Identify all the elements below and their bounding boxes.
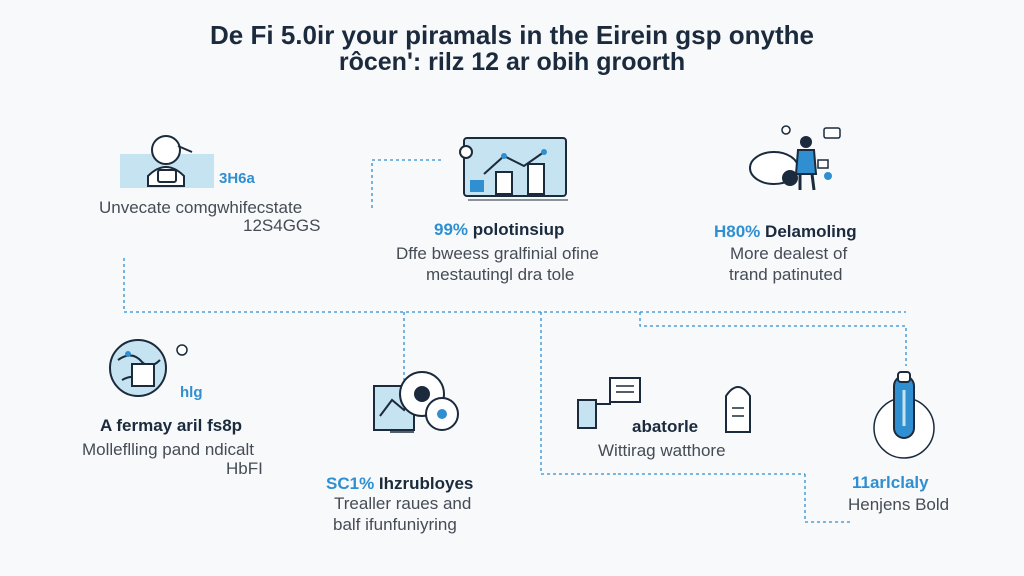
node-bottom-left-heading: A fermay aril fs8p	[100, 416, 243, 435]
node-bottom-middle-right-line1: Wittirag watthore	[598, 441, 726, 460]
node-top-left-line1: Unvecate comgwhifecstate	[99, 198, 303, 217]
node-top-right-line1: More dealest of	[730, 244, 848, 263]
heading-top-middle: polotinsiup	[472, 220, 565, 239]
page-title: De Fi 5.0ir your piramals in the Eirein …	[210, 20, 814, 50]
node-top-middle-line2: mestautingl dra tole	[426, 265, 575, 284]
node-top-middle-line1: Dffe bweess gralfinial ofine	[396, 244, 599, 263]
dashboard-chart-icon	[459, 137, 568, 201]
node-bottom-right-heading: 11arlclaly	[852, 473, 929, 492]
node-bottom-left-line1: Molleflling pand ndicalt	[82, 440, 254, 459]
document-scan-icon	[577, 377, 751, 433]
connector-right-upper	[639, 312, 907, 366]
badge-bottom-middle-left: SC1%	[326, 474, 375, 493]
connector-right-drop	[804, 474, 850, 523]
badge-top-right: H80%	[714, 222, 761, 241]
connector-middle-drop	[540, 312, 618, 475]
node-top-right-line2: trand patinuted	[729, 265, 843, 284]
heading-bottom-middle-left: Ihzrubloyes	[378, 474, 474, 493]
connector-top	[371, 159, 444, 208]
node-bottom-left-line2: HbFI	[226, 459, 263, 478]
node-top-right-heading: H80% Delamoling	[714, 222, 857, 242]
node-top-middle-heading: 99% polotinsiup	[434, 220, 564, 240]
page-subtitle: rôcen': rilz 12 ar obih groorth	[338, 48, 686, 76]
node-top-left-line2: 12S4GGS	[243, 216, 321, 235]
node-bottom-middle-right-heading: abatorle	[632, 417, 699, 436]
heading-top-right: Delamoling	[765, 222, 857, 241]
thermometer-icon	[873, 371, 935, 459]
connector-main	[123, 258, 906, 313]
badge-top-left: 3H6a	[219, 170, 255, 187]
node-bottom-middle-left-line2: balf ifunfuniyring	[333, 515, 457, 534]
globe-map-icon	[109, 339, 188, 397]
node-bottom-middle-left-line1: Trealler raues and	[334, 494, 472, 513]
node-bottom-right-line1: Henjens Bold	[848, 495, 950, 514]
badge-top-middle: 99%	[434, 220, 469, 239]
team-working-icon	[749, 125, 841, 191]
badge-bottom-left: hlg	[180, 384, 203, 401]
person-laptop-icon	[120, 135, 214, 188]
analytics-gears-icon	[373, 371, 459, 433]
node-bottom-middle-left-heading: SC1% Ihzrubloyes	[326, 474, 473, 494]
